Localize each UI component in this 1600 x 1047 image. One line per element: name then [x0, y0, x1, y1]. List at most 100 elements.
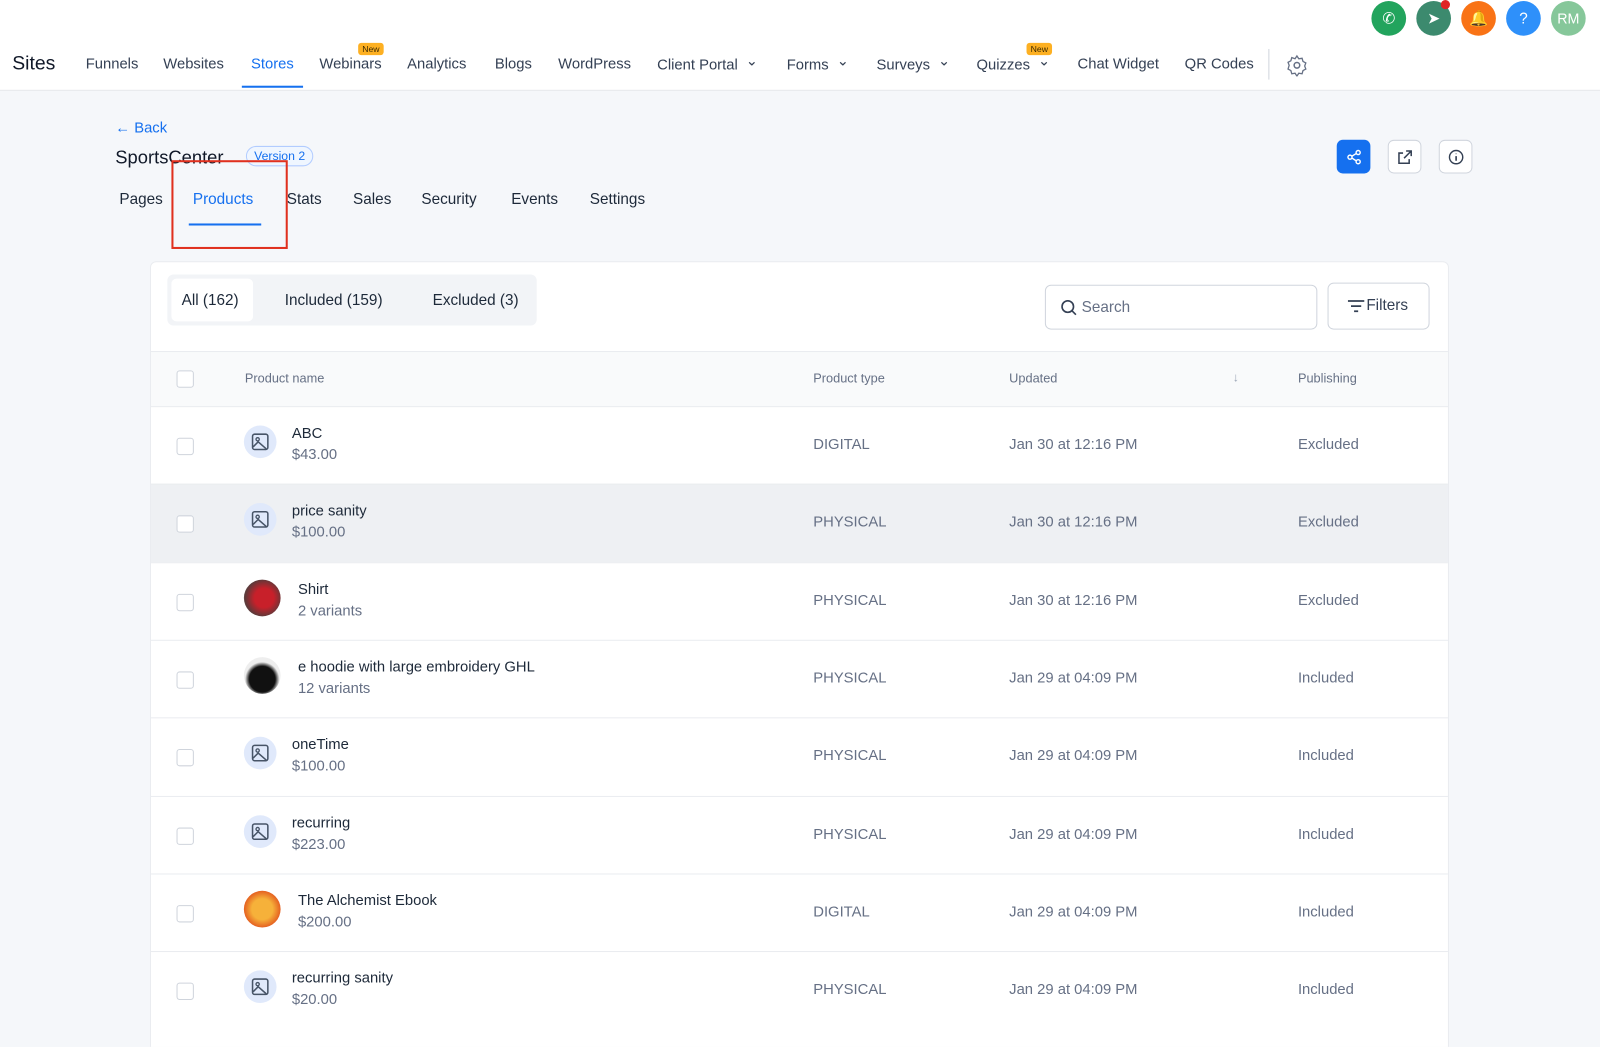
nav-label[interactable]: Quizzes: [976, 57, 1030, 74]
table-row[interactable]: recurring sanity $20.00 PHYSICAL Jan 29 at …: [151, 951, 1448, 1030]
row-checkbox[interactable]: [176, 515, 194, 533]
tab[interactable]: Products: [192, 190, 254, 209]
nav-item[interactable]: WordPress: [558, 56, 631, 72]
nav-item[interactable]: Webinars New: [319, 42, 384, 73]
phone-button[interactable]: ✆: [1371, 1, 1407, 36]
nav-label[interactable]: Analytics: [407, 56, 467, 73]
nav-item[interactable]: Blogs: [495, 56, 532, 72]
table-row[interactable]: ABC $43.00 DIGITAL Jan 30 at 12:16 PM Exclud…: [151, 406, 1448, 485]
tab[interactable]: Security: [421, 190, 477, 209]
announce-button[interactable]: ➤: [1416, 0, 1452, 36]
updated: Jan 29 at 04:09 PM: [1009, 826, 1138, 843]
nav-label[interactable]: Websites: [163, 56, 224, 73]
table-row[interactable]: price sanity $100.00 PHYSICAL Jan 30 at 12:…: [151, 483, 1448, 563]
product-thumbnail: [243, 579, 281, 616]
product-type: PHYSICAL: [813, 514, 887, 531]
row-checkbox[interactable]: [176, 437, 194, 456]
table-row[interactable]: The Alchemist Ebook $200.00 DIGITAL Jan 29 …: [151, 873, 1448, 952]
settings-icon[interactable]: [1286, 54, 1308, 77]
table-header: ↓: [151, 351, 1448, 408]
table-row[interactable]: oneTime $100.00 PHYSICAL Jan 29 at 04:09 PM…: [151, 717, 1448, 797]
product-subtitle: $20.00: [291, 991, 338, 1009]
product-thumbnail: [243, 890, 281, 928]
row-checkbox[interactable]: [176, 671, 194, 689]
open-button[interactable]: [1387, 139, 1422, 174]
filter-tab[interactable]: Included (159): [284, 291, 383, 310]
highlight-box: [171, 160, 288, 249]
nav-label[interactable]: Webinars: [319, 56, 382, 73]
nav-item[interactable]: Client Portal ⌄: [657, 52, 758, 74]
back-text[interactable]: Back: [134, 120, 168, 137]
product-subtitle: 2 variants: [297, 602, 363, 619]
row-checkbox[interactable]: [176, 593, 194, 611]
product-name[interactable]: e hoodie with large embroidery GHL: [297, 659, 535, 676]
product-thumbnail: [243, 503, 277, 537]
nav-label[interactable]: Chat Widget: [1077, 56, 1159, 73]
table-row[interactable]: Shirt 2 variants PHYSICAL Jan 30 at 12:16 P…: [151, 561, 1448, 641]
product-name[interactable]: recurring: [291, 814, 351, 832]
help-button[interactable]: ?: [1506, 1, 1541, 36]
product-name[interactable]: price sanity: [291, 503, 367, 520]
chevron: ⌄: [741, 52, 758, 69]
product-name[interactable]: The Alchemist Ebook: [297, 892, 437, 909]
tab[interactable]: Pages: [119, 190, 163, 209]
select-all-checkbox[interactable]: [176, 370, 194, 388]
nav-item[interactable]: Chat Widget: [1078, 56, 1159, 72]
nav-item[interactable]: Quizzes ⌄ New: [976, 42, 1053, 74]
nav-item[interactable]: Funnels: [86, 56, 139, 72]
product-thumbnail: [243, 970, 277, 1004]
search-box[interactable]: Search: [1044, 284, 1318, 330]
share-button[interactable]: [1336, 139, 1371, 174]
info-button[interactable]: [1438, 139, 1473, 174]
nav-item[interactable]: QR Codes: [1185, 56, 1254, 72]
chevron: ⌄: [1034, 52, 1051, 69]
product-name[interactable]: ABC: [291, 425, 323, 442]
nav-item[interactable]: Stores: [241, 56, 304, 88]
updated: Jan 29 at 04:09 PM: [1009, 748, 1138, 765]
back-link[interactable]: ← Back: [115, 120, 168, 137]
nav-label[interactable]: WordPress: [558, 56, 632, 73]
avatar[interactable]: RM: [1551, 1, 1586, 36]
product-thumbnail: [243, 657, 281, 694]
row-checkbox[interactable]: [176, 749, 194, 767]
nav-item[interactable]: Surveys ⌄: [876, 52, 950, 74]
nav-label[interactable]: Funnels: [85, 56, 139, 73]
tab[interactable]: Sales: [353, 190, 392, 209]
nav-label[interactable]: Blogs: [494, 56, 532, 73]
nav-item[interactable]: Forms ⌄: [786, 52, 849, 74]
product-name[interactable]: Shirt: [297, 581, 329, 598]
nav-item[interactable]: Analytics: [407, 56, 466, 72]
top-bar: Sites Funnels Websites Stores Webinars New An…: [0, 0, 1600, 91]
tab[interactable]: Events: [511, 190, 559, 209]
table-row[interactable]: recurring $223.00 PHYSICAL Jan 29 at 04:09 …: [151, 795, 1448, 874]
row-checkbox[interactable]: [176, 827, 194, 845]
filters-button[interactable]: Filters: [1327, 282, 1430, 330]
divider: [1268, 48, 1270, 80]
sort-icon[interactable]: ↓: [1232, 370, 1239, 385]
notifications-button[interactable]: 🔔: [1461, 1, 1496, 36]
nav-label[interactable]: QR Codes: [1184, 56, 1254, 73]
nav-label[interactable]: Forms: [786, 57, 829, 74]
column-header: Product type: [813, 371, 885, 386]
product-name[interactable]: oneTime: [291, 736, 349, 754]
nav-label[interactable]: Surveys: [876, 57, 930, 74]
tab[interactable]: Stats: [286, 190, 322, 209]
updated: Jan 29 at 04:09 PM: [1009, 981, 1138, 999]
nav-item[interactable]: Websites: [163, 56, 224, 72]
updated: Jan 30 at 12:16 PM: [1009, 514, 1138, 531]
tab[interactable]: Settings: [589, 190, 646, 209]
product-name[interactable]: recurring sanity: [291, 970, 393, 987]
search-placeholder: Search: [1081, 298, 1131, 317]
filter-tab[interactable]: All (162): [181, 291, 239, 310]
row-checkbox[interactable]: [176, 904, 194, 923]
filters-text[interactable]: Filters: [1366, 296, 1408, 315]
row-checkbox[interactable]: [176, 982, 194, 1001]
table-row[interactable]: e hoodie with large embroidery GHL 12 var…: [151, 639, 1448, 719]
publishing: Excluded: [1297, 436, 1359, 454]
publishing: Included: [1297, 670, 1354, 687]
nav-label[interactable]: Client Portal: [657, 57, 738, 74]
filter-tab[interactable]: Excluded (3): [432, 291, 519, 310]
nav-label[interactable]: Stores: [251, 56, 294, 73]
product-thumbnail: [243, 425, 277, 459]
